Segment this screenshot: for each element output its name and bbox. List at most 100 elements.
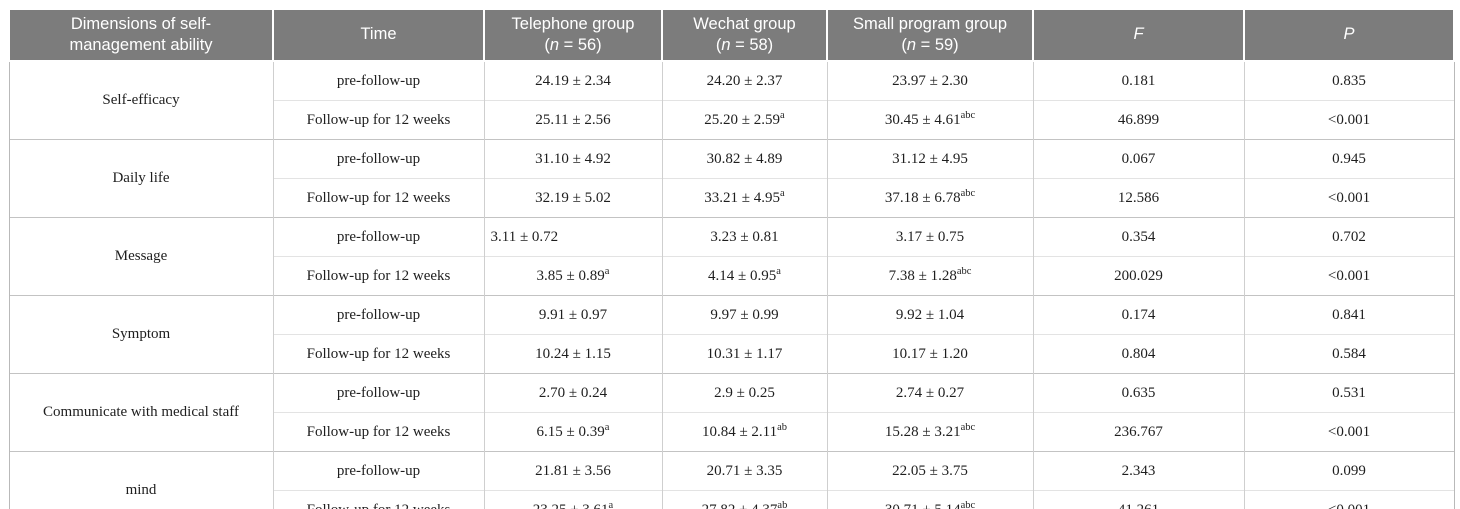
mean-sd-value: 3.23 ± 0.81 (710, 228, 779, 245)
mean-sd-value: 30.71 ± 5.14 (885, 502, 961, 509)
column-header-small-program: Small program group (n = 59) (826, 8, 1034, 62)
f-value-cell: 0.804 (1032, 334, 1245, 374)
table-body: Self-efficacy pre-follow-up 24.19 ± 2.34 24… (8, 60, 1455, 509)
mean-sd-value: 23.97 ± 2.30 (892, 72, 968, 89)
small-program-value-cell: 7.38 ± 1.28abc (826, 256, 1034, 296)
column-header-wechat: Wechat group (n = 58) (661, 8, 828, 62)
p-value-cell: <0.001 (1243, 490, 1455, 509)
column-header-n-count: (n = 56) (493, 35, 653, 56)
wechat-value-cell: 30.82 ± 4.89 (661, 139, 828, 179)
small-program-value-cell: 2.74 ± 0.27 (826, 373, 1034, 413)
time-cell: pre-follow-up (272, 217, 485, 257)
mean-sd-value: 3.85 ± 0.89 (536, 267, 605, 284)
telephone-value-cell: 32.19 ± 5.02 (483, 178, 663, 218)
mean-sd-value: 32.19 ± 5.02 (535, 189, 611, 206)
header-row: Dimensions of self-management ability Tim… (8, 8, 1455, 62)
f-value-cell: 236.767 (1032, 412, 1245, 452)
telephone-value-cell: 23.25 ± 3.61a (483, 490, 663, 509)
significance-superscript: abc (960, 499, 976, 509)
significance-superscript: abc (960, 109, 976, 121)
table-figure: Dimensions of self-management ability Tim… (8, 8, 1455, 509)
f-value-cell: 46.899 (1032, 100, 1245, 140)
time-cell: pre-follow-up (272, 295, 485, 335)
mean-sd-value: 9.92 ± 1.04 (895, 306, 965, 323)
small-program-value-cell: 3.17 ± 0.75 (826, 217, 1034, 257)
n-value: = 59) (916, 36, 959, 54)
mean-sd-value: 4.14 ± 0.95 (708, 267, 777, 284)
time-cell: Follow-up for 12 weeks (272, 412, 485, 452)
table-row: Symptom pre-follow-up 9.91 ± 0.97 9.97 ± 0.… (8, 295, 1455, 374)
f-value-cell: 0.181 (1032, 60, 1245, 101)
wechat-value-cell: 33.21 ± 4.95a (661, 178, 828, 218)
p-value-cell: <0.001 (1243, 256, 1455, 296)
wechat-value-cell: 10.84 ± 2.11ab (661, 412, 828, 452)
mean-sd-value: 10.24 ± 1.15 (535, 345, 611, 362)
mean-sd-value: 30.45 ± 4.61 (884, 111, 961, 128)
f-value-cell: 41.261 (1032, 490, 1245, 509)
time-cell: pre-follow-up (272, 60, 485, 101)
f-value-cell: 2.343 (1032, 451, 1245, 491)
p-value-cell: <0.001 (1243, 412, 1455, 452)
telephone-value-cell: 25.11 ± 2.56 (483, 100, 663, 140)
p-value-cell: <0.001 (1243, 178, 1455, 218)
mean-sd-value: 27.82 ± 4.37 (702, 502, 778, 509)
p-value-cell: 0.702 (1243, 217, 1455, 257)
significance-superscript: a (780, 109, 785, 121)
wechat-value-cell: 27.82 ± 4.37ab (661, 490, 828, 509)
significance-superscript: a (780, 187, 785, 199)
mean-sd-value: 10.17 ± 1.20 (892, 345, 968, 362)
mean-sd-value: 31.10 ± 4.92 (535, 150, 611, 167)
small-program-value-cell: 23.97 ± 2.30 (826, 60, 1034, 101)
f-value-cell: 0.635 (1032, 373, 1245, 413)
f-value-cell: 0.174 (1032, 295, 1245, 335)
wechat-value-cell: 3.23 ± 0.81 (661, 217, 828, 257)
small-program-value-cell: 31.12 ± 4.95 (826, 139, 1034, 179)
wechat-value-cell: 4.14 ± 0.95a (661, 256, 828, 296)
significance-superscript: abc (960, 421, 976, 433)
table-row: Message pre-follow-up 3.11 ± 0.72 3.23 ± 0.… (8, 217, 1455, 296)
telephone-value-cell: 21.81 ± 3.56 (483, 451, 663, 491)
column-header-label: Wechat group (693, 14, 796, 33)
wechat-value-cell: 2.9 ± 0.25 (661, 373, 828, 413)
time-cell: Follow-up for 12 weeks (272, 178, 485, 218)
mean-sd-value: 22.05 ± 3.75 (892, 462, 968, 479)
telephone-value-cell: 24.19 ± 2.34 (483, 60, 663, 101)
table-row: Communicate with medical staff pre-follow… (8, 373, 1455, 452)
dimension-cell: Communicate with medical staff (8, 373, 274, 452)
column-header-n-count: (n = 59) (836, 35, 1024, 56)
mean-sd-value: 10.31 ± 1.17 (706, 345, 783, 362)
f-value-cell: 0.067 (1032, 139, 1245, 179)
time-cell: pre-follow-up (272, 373, 485, 413)
f-value-cell: 200.029 (1032, 256, 1245, 296)
column-header-p: P (1243, 8, 1455, 62)
telephone-value-cell: 10.24 ± 1.15 (483, 334, 663, 374)
p-value-cell: 0.531 (1243, 373, 1455, 413)
mean-sd-value: 33.21 ± 4.95 (704, 189, 781, 206)
wechat-value-cell: 9.97 ± 0.99 (661, 295, 828, 335)
column-header-f: F (1032, 8, 1245, 62)
small-program-value-cell: 30.71 ± 5.14abc (826, 490, 1034, 509)
table-row: mind pre-follow-up 21.81 ± 3.56 20.71 ± 3.3… (8, 451, 1455, 509)
mean-sd-value: 25.11 ± 2.56 (535, 111, 611, 128)
mean-sd-value: 10.84 ± 2.11 (701, 423, 778, 440)
telephone-value-cell: 3.11 ± 0.72 (483, 217, 663, 257)
significance-superscript: a (604, 421, 610, 433)
small-program-value-cell: 37.18 ± 6.78abc (826, 178, 1034, 218)
mean-sd-value: 20.71 ± 3.35 (706, 462, 783, 479)
self-management-ability-table: Dimensions of self-management ability Tim… (8, 8, 1455, 509)
n-symbol: n (549, 36, 560, 54)
table-row: Follow-up for 12 weeks 32.19 ± 5.02 33.21 … (9, 178, 1455, 218)
significance-superscript: a (604, 265, 610, 277)
dimension-cell: Daily life (8, 139, 274, 218)
column-header-dimension: Dimensions of self-management ability (8, 8, 274, 62)
mean-sd-value: 24.19 ± 2.34 (535, 72, 611, 89)
small-program-value-cell: 9.92 ± 1.04 (826, 295, 1034, 335)
small-program-value-cell: 30.45 ± 4.61abc (826, 100, 1034, 140)
significance-superscript: abc (960, 187, 976, 199)
column-header-label: P (1343, 25, 1355, 44)
time-cell: pre-follow-up (272, 139, 485, 179)
column-header-label: management ability (69, 36, 213, 54)
table-row: Self-efficacy pre-follow-up 24.19 ± 2.34 24… (8, 60, 1455, 140)
n-open-paren: ( (901, 36, 907, 54)
column-header-label: Small program group (852, 14, 1008, 33)
